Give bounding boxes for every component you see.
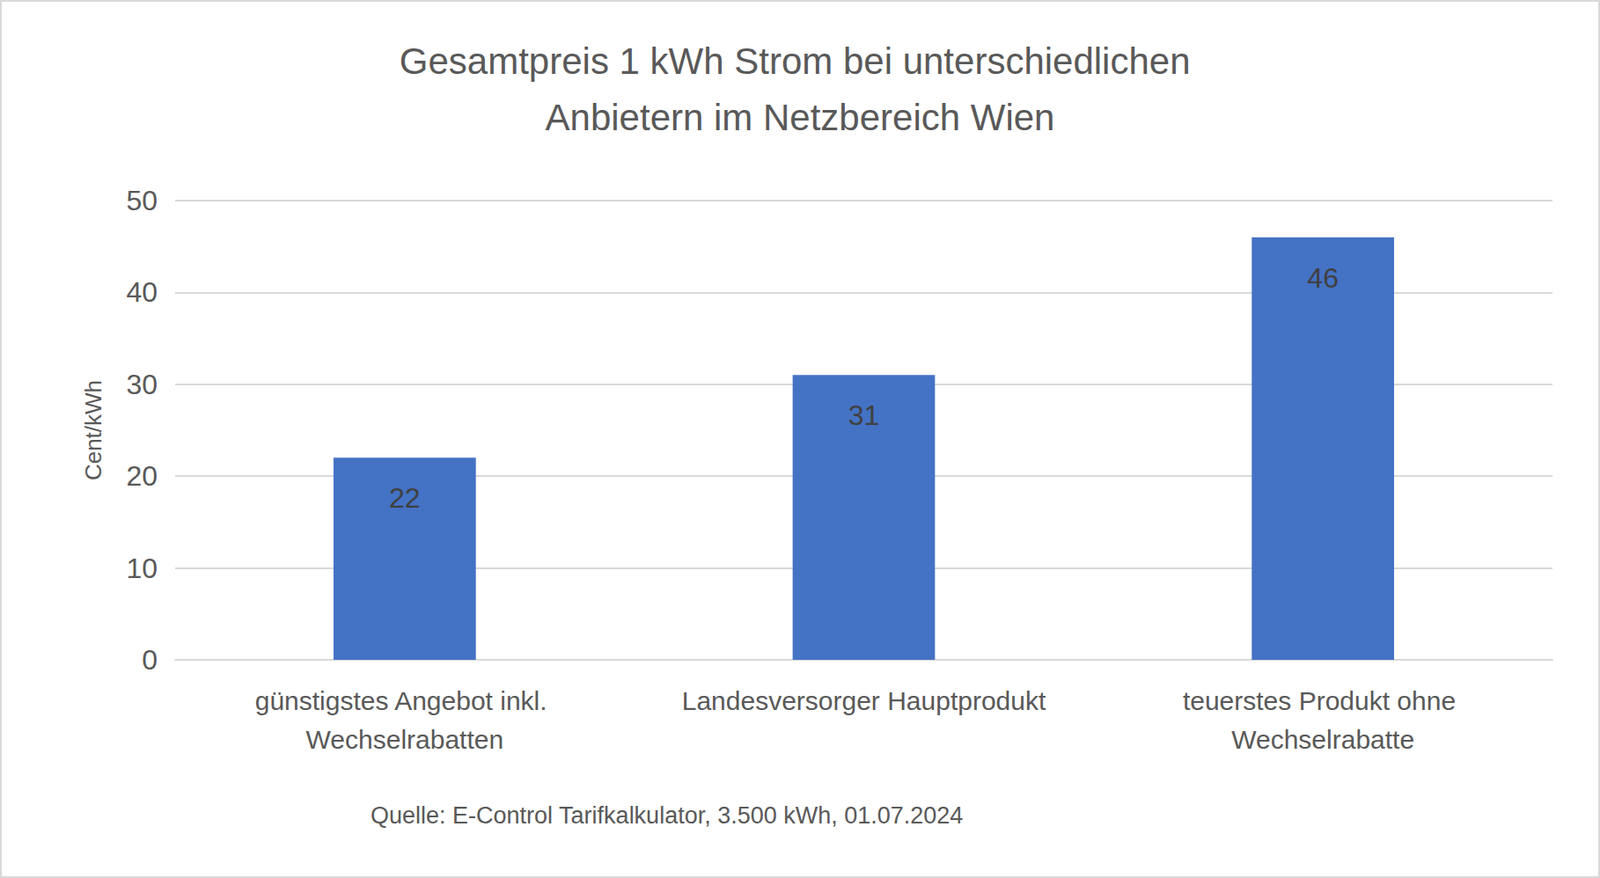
svg-text:Wechselrabatte: Wechselrabatte (1231, 725, 1415, 755)
svg-text:Cent/kWh: Cent/kWh (80, 380, 107, 481)
svg-text:teuerstes Produkt ohne: teuerstes Produkt ohne (1182, 686, 1464, 716)
svg-text:günstigstes Angebot inkl.: günstigstes Angebot inkl. (255, 686, 555, 716)
svg-text:Quelle: E-Control Tarifkalkula: Quelle: E-Control Tarifkalkulator, 3.500… (370, 802, 963, 830)
svg-text:Anbietern im Netzbereich Wien: Anbietern im Netzbereich Wien (545, 96, 1056, 139)
svg-text:50: 50 (125, 184, 158, 217)
svg-text:40: 40 (125, 276, 158, 309)
svg-text:Wechselrabatten: Wechselrabatten (306, 725, 505, 755)
svg-text:0: 0 (141, 644, 158, 676)
svg-text:31: 31 (848, 399, 881, 432)
svg-text:Landesversorger Hauptprodukt: Landesversorger Hauptprodukt (682, 686, 1047, 716)
svg-text:Gesamtpreis 1 kWh Strom bei un: Gesamtpreis 1 kWh Strom bei unterschiedl… (399, 40, 1201, 82)
svg-text:22: 22 (388, 482, 421, 514)
svg-text:10: 10 (125, 552, 158, 585)
svg-text:20: 20 (125, 460, 158, 492)
svg-text:30: 30 (125, 368, 158, 401)
svg-text:46: 46 (1306, 262, 1339, 294)
